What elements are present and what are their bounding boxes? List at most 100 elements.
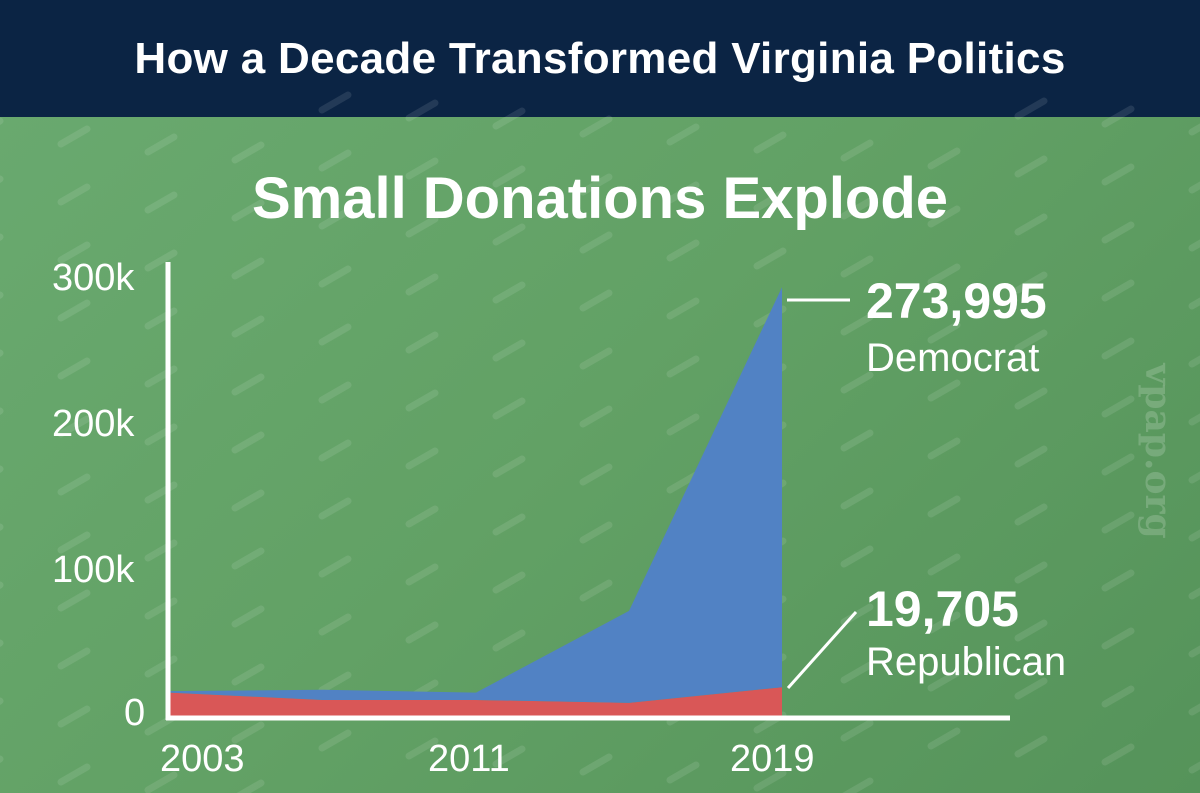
background-dash	[1014, 329, 1048, 352]
background-dash	[1188, 297, 1200, 310]
background-dash	[57, 705, 91, 728]
background-dash	[1188, 239, 1200, 252]
background-dash	[405, 737, 439, 760]
background-dash	[1188, 587, 1200, 600]
background-dash	[492, 281, 526, 304]
background-dash	[927, 611, 961, 634]
background-dash	[1188, 123, 1200, 136]
background-dash	[57, 763, 91, 786]
background-dash	[579, 289, 613, 312]
background-dash	[840, 371, 874, 394]
background-dash	[1014, 155, 1048, 178]
background-dash	[666, 413, 700, 436]
background-dash	[840, 487, 874, 510]
background-dash	[666, 239, 700, 262]
background-dash	[579, 463, 613, 486]
background-dash	[231, 489, 265, 512]
background-dash	[231, 431, 265, 454]
area-series-republican	[170, 687, 782, 716]
background-dash	[579, 521, 613, 544]
background-dash	[1014, 271, 1048, 294]
background-dash	[927, 495, 961, 518]
background-dash	[405, 563, 439, 586]
y-tick-label: 100k	[52, 549, 135, 591]
background-dash	[1014, 561, 1048, 584]
header: How a Decade Transformed Virginia Politi…	[0, 0, 1200, 117]
background-dash	[1014, 677, 1048, 700]
background-dash	[318, 439, 352, 462]
x-tick-label: 2003	[160, 738, 245, 780]
democrat-series-label: Democrat	[866, 336, 1040, 380]
background-dash	[927, 205, 961, 228]
background-dash	[1014, 503, 1048, 526]
background-dash	[840, 313, 874, 336]
background-dash	[1101, 743, 1135, 766]
background-dash	[1188, 471, 1200, 484]
background-dash	[1188, 761, 1200, 774]
background-dash	[405, 99, 439, 122]
background-dash	[492, 165, 526, 188]
background-dash	[405, 215, 439, 238]
background-dash	[1101, 279, 1135, 302]
background-dash	[1101, 685, 1135, 708]
background-dash	[57, 183, 91, 206]
background-dash	[231, 373, 265, 396]
background-dash	[666, 297, 700, 320]
background-dash	[840, 429, 874, 452]
background-dash	[1014, 97, 1048, 120]
background-dash	[840, 197, 874, 220]
background-dash	[1101, 105, 1135, 128]
background-dash	[231, 315, 265, 338]
background-dash	[318, 729, 352, 752]
area-series-democrat	[170, 287, 782, 703]
background-dash	[144, 133, 178, 156]
background-dash	[753, 189, 787, 212]
background-dash	[1101, 163, 1135, 186]
background-dash	[927, 437, 961, 460]
background-dash	[1188, 413, 1200, 426]
background-dash	[927, 147, 961, 170]
background-dash	[492, 513, 526, 536]
background-dash	[1188, 645, 1200, 658]
background-dash	[666, 355, 700, 378]
background-dash	[144, 771, 178, 793]
background-dash	[231, 605, 265, 628]
background-dash	[666, 123, 700, 146]
background-dash	[1101, 337, 1135, 360]
background-dash	[318, 671, 352, 694]
background-dash	[927, 669, 961, 692]
background-dash	[318, 91, 352, 114]
background-dash	[579, 115, 613, 138]
y-tick-label: 200k	[52, 403, 135, 445]
background-dash	[1101, 221, 1135, 244]
chart-title: Small Donations Explode	[251, 166, 949, 231]
background-dash	[405, 447, 439, 470]
background-dash	[753, 247, 787, 270]
background-dash	[57, 357, 91, 380]
background-dash	[1101, 511, 1135, 534]
background-dash	[231, 721, 265, 744]
background-dash	[231, 199, 265, 222]
background-dash	[492, 629, 526, 652]
background-dash	[666, 761, 700, 784]
background-dash	[840, 139, 874, 162]
background-dash	[579, 753, 613, 776]
background-dash	[1101, 569, 1135, 592]
background-dash	[231, 547, 265, 570]
background-dash	[1188, 529, 1200, 542]
background-dash	[231, 663, 265, 686]
x-tick-label: 2019	[730, 738, 815, 780]
background-dash	[840, 255, 874, 278]
background-dash	[840, 661, 874, 684]
background-dash	[405, 157, 439, 180]
background-dash	[753, 769, 787, 792]
background-dash	[927, 727, 961, 750]
democrat-value-label: 273,995	[866, 273, 1047, 329]
background-dash	[1101, 395, 1135, 418]
background-dash	[231, 257, 265, 280]
background-dash	[405, 505, 439, 528]
watermark: vpap.org	[1137, 363, 1179, 539]
background-dash	[1101, 453, 1135, 476]
background-dash	[57, 531, 91, 554]
